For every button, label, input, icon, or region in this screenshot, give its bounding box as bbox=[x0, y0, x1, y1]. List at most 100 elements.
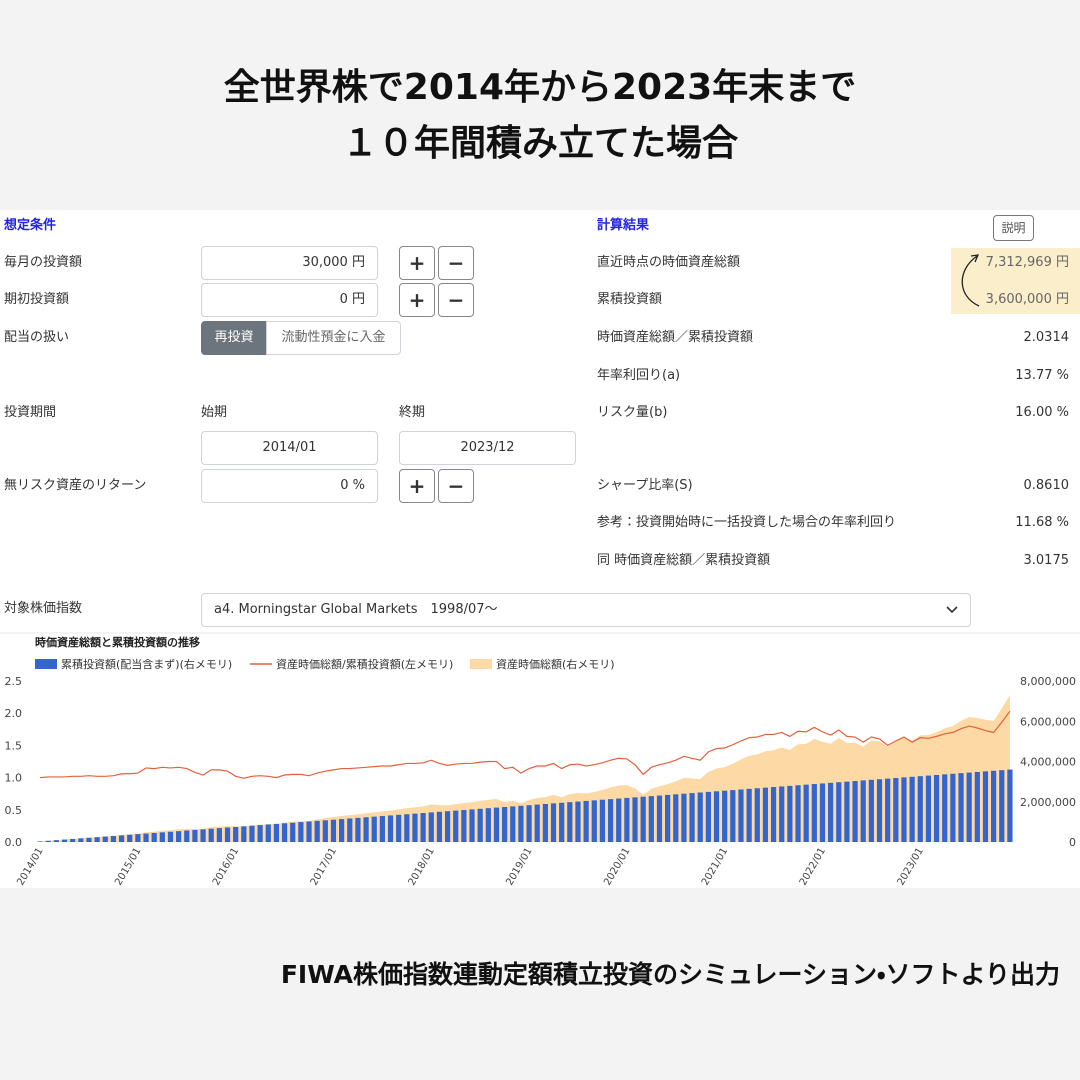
bar bbox=[738, 789, 744, 842]
bar bbox=[689, 793, 695, 842]
bar bbox=[143, 833, 149, 842]
bar bbox=[70, 838, 76, 842]
bar bbox=[477, 808, 483, 842]
toggle-option-active[interactable]: 再投資 bbox=[201, 321, 267, 355]
bar bbox=[697, 792, 703, 842]
bar bbox=[811, 784, 817, 842]
bar bbox=[770, 787, 777, 842]
bar bbox=[518, 805, 524, 842]
minus-button[interactable]: − bbox=[438, 283, 474, 317]
x-tick-label: 2020/01 bbox=[602, 846, 632, 887]
bar bbox=[94, 837, 100, 842]
bar bbox=[746, 788, 752, 842]
bar bbox=[991, 770, 997, 842]
bar bbox=[787, 785, 793, 842]
date-input[interactable]: 2023/12 bbox=[399, 431, 576, 465]
bar bbox=[762, 787, 769, 842]
bar bbox=[705, 791, 711, 842]
bar bbox=[819, 783, 826, 842]
plus-button[interactable]: + bbox=[399, 469, 435, 503]
y-tick-label: 2.5 bbox=[5, 675, 23, 688]
bar bbox=[167, 831, 174, 842]
bar bbox=[61, 839, 68, 842]
bar bbox=[868, 779, 874, 842]
y-tick-label: 4,000,000 bbox=[1020, 756, 1076, 769]
bar bbox=[290, 822, 296, 842]
field-label: 毎月の投資額 bbox=[4, 255, 83, 270]
bar bbox=[135, 834, 141, 842]
bar bbox=[45, 840, 51, 842]
bar bbox=[974, 771, 980, 842]
result-label: 参考：投資開始時に一括投資した場合の年率利回り bbox=[597, 515, 897, 530]
result-value: 3.0175 bbox=[1024, 551, 1070, 571]
value-number: 3,600,000 bbox=[985, 292, 1052, 307]
bar bbox=[118, 835, 125, 842]
amount-input[interactable]: 30,000 円 bbox=[201, 246, 378, 280]
bar bbox=[436, 811, 443, 842]
legend-swatch bbox=[35, 659, 57, 669]
field-label: 期初投資額 bbox=[4, 292, 70, 307]
bar bbox=[730, 790, 736, 842]
y-tick-label: 1.0 bbox=[5, 772, 23, 785]
help-button[interactable]: 説明 bbox=[993, 215, 1034, 241]
field-label: 無リスク資産のリターン bbox=[4, 478, 147, 493]
bar bbox=[224, 827, 231, 842]
bar bbox=[298, 822, 304, 842]
index-select[interactable]: a4. Morningstar Global Markets 1998/07〜 bbox=[201, 593, 971, 627]
rate-input[interactable]: 0 % bbox=[201, 469, 378, 503]
bar bbox=[151, 832, 157, 842]
result-value: 11.68 % bbox=[1015, 513, 1069, 533]
y-tick-label: 0.5 bbox=[5, 804, 23, 817]
bar bbox=[102, 836, 108, 842]
bar bbox=[632, 797, 638, 842]
field-label: 始期 bbox=[201, 405, 228, 420]
x-tick-label: 2015/01 bbox=[113, 846, 143, 887]
bar bbox=[53, 840, 59, 842]
bar bbox=[86, 837, 92, 842]
field-label: 配当の扱い bbox=[4, 330, 70, 345]
value-number: 0.8610 bbox=[1023, 478, 1070, 493]
bar bbox=[420, 813, 426, 842]
plus-button[interactable]: + bbox=[399, 246, 435, 280]
dropdown-icon bbox=[946, 606, 958, 614]
bar bbox=[925, 775, 932, 842]
bar bbox=[665, 794, 671, 842]
bar bbox=[607, 799, 614, 842]
amount-input[interactable]: 0 円 bbox=[201, 283, 378, 317]
bar bbox=[779, 786, 785, 842]
bar bbox=[306, 821, 312, 842]
bar bbox=[184, 830, 190, 842]
minus-button[interactable]: − bbox=[438, 469, 474, 503]
bar bbox=[469, 809, 475, 842]
section-heading: 計算結果 bbox=[597, 218, 650, 233]
bar bbox=[322, 820, 328, 842]
bar bbox=[453, 810, 459, 842]
bar bbox=[917, 776, 923, 842]
bar bbox=[901, 777, 907, 842]
bar bbox=[673, 794, 679, 842]
plus-button[interactable]: + bbox=[399, 283, 435, 317]
chart-title: 時価資産総額と累積投資額の推移 bbox=[35, 635, 200, 649]
bar bbox=[241, 826, 247, 842]
value-number: 7,312,969 bbox=[985, 255, 1052, 270]
input-unit: 円 bbox=[351, 255, 365, 270]
value-number: 3.0175 bbox=[1023, 553, 1070, 568]
toggle-option[interactable]: 流動性預金に入金 bbox=[266, 321, 401, 355]
field-label: 対象株価指数 bbox=[4, 601, 83, 616]
value-unit: 円 bbox=[1055, 255, 1069, 270]
bar bbox=[534, 804, 540, 842]
bar bbox=[387, 815, 394, 842]
bar bbox=[208, 828, 214, 842]
minus-button[interactable]: − bbox=[438, 246, 474, 280]
bar bbox=[461, 810, 467, 842]
x-tick-label: 2019/01 bbox=[504, 846, 534, 887]
bar bbox=[371, 816, 377, 842]
input-unit: % bbox=[352, 478, 365, 493]
legend-swatch bbox=[470, 659, 492, 669]
date-input[interactable]: 2014/01 bbox=[201, 431, 378, 465]
bar bbox=[396, 814, 402, 842]
value-number: 2.0314 bbox=[1023, 330, 1070, 345]
bar bbox=[567, 802, 573, 842]
